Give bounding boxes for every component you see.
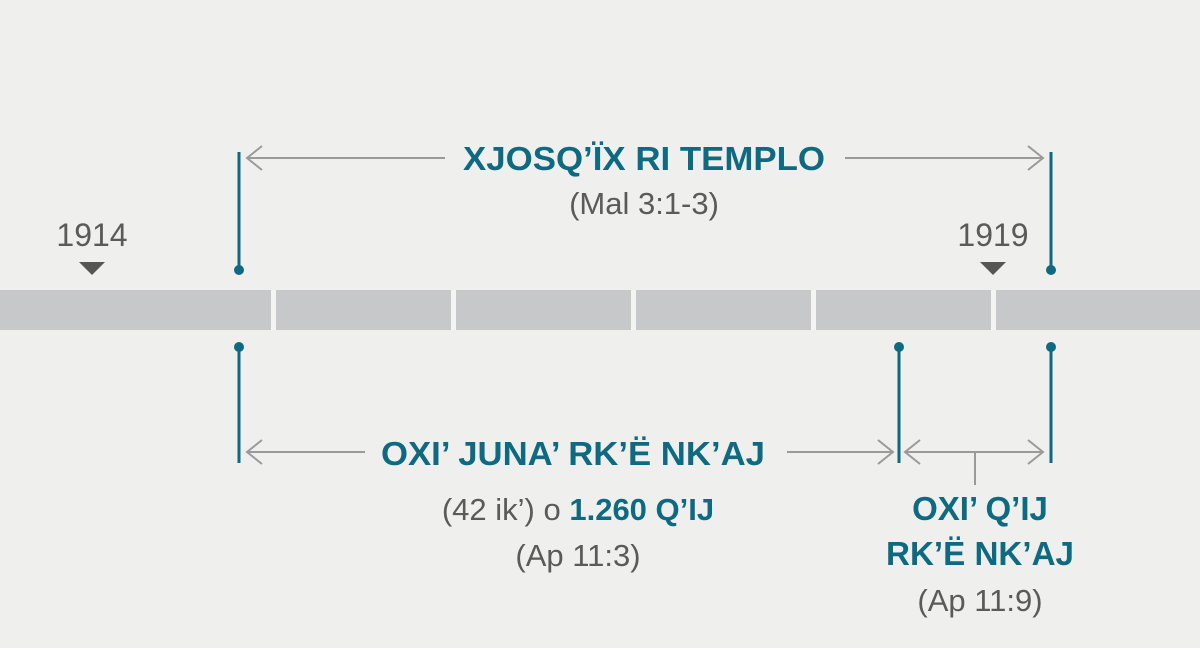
timeline-divider <box>271 290 276 330</box>
marker-dot <box>234 265 244 275</box>
top-period-reference: (Mal 3:1-3) <box>569 186 719 221</box>
arrow-right-icon <box>787 439 895 465</box>
timeline-bar <box>0 290 1200 330</box>
right-span-arrow <box>903 439 1045 485</box>
year-1914-label: 1914 <box>56 217 127 253</box>
left-period-title: OXI’ JUNA’ RK’Ë NK’AJ <box>381 435 765 472</box>
duration-months: (42 ik’) o <box>442 492 569 527</box>
top-period-title: XJOSQ’ÏX RI TEMPLO <box>463 140 825 177</box>
double-arrow-icon <box>903 439 1045 485</box>
marker-dot <box>1046 265 1056 275</box>
marker-dot <box>1046 342 1056 352</box>
year-1919-marker-icon <box>980 262 1006 275</box>
year-1919-label: 1919 <box>957 217 1028 253</box>
year-1914-marker-icon <box>79 262 105 275</box>
timeline-divider <box>811 290 816 330</box>
right-period-title-line1: OXI’ Q’IJ <box>912 490 1048 527</box>
top-span-arrow <box>245 145 1045 171</box>
timeline-divider <box>991 290 996 330</box>
left-period-reference: (Ap 11:3) <box>515 538 640 573</box>
timeline-divider <box>631 290 636 330</box>
arrow-right-icon <box>845 145 1045 171</box>
marker-dot <box>234 342 244 352</box>
right-period-reference: (Ap 11:9) <box>917 583 1042 618</box>
arrow-left-icon <box>245 439 365 465</box>
timeline-track <box>0 290 1200 330</box>
marker-dot <box>894 342 904 352</box>
right-period-title-line2: RK’Ë NK’AJ <box>886 535 1074 572</box>
left-span-arrow <box>245 439 895 465</box>
duration-days: 1.260 Q’IJ <box>569 492 714 527</box>
left-period-duration: (42 ik’) o 1.260 Q’IJ <box>442 492 714 527</box>
arrow-left-icon <box>245 145 445 171</box>
timeline-divider <box>451 290 456 330</box>
